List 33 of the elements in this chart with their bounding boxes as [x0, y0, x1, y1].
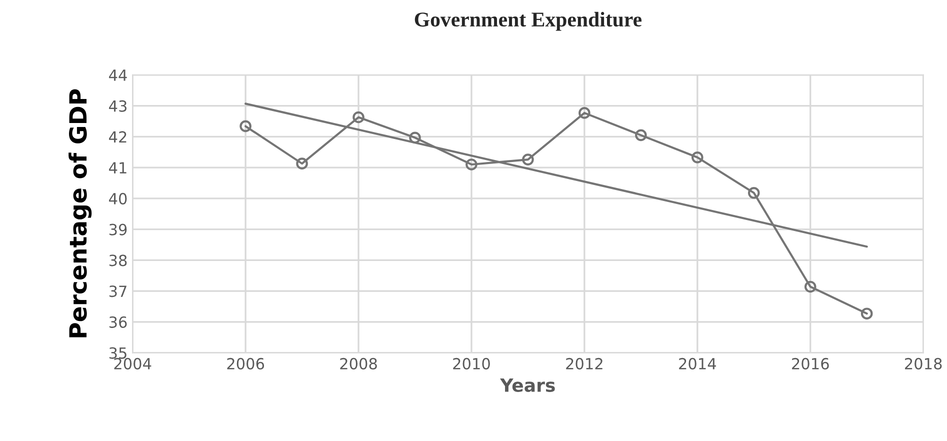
point	[691, 151, 704, 164]
y-tick-label: 41	[109, 162, 126, 174]
y-axis-title: Percentage of GDP	[68, 89, 92, 338]
x-tick-label: 2016	[792, 358, 829, 370]
y-tick-label: 38	[109, 254, 127, 266]
x-tick-label: 2010	[453, 358, 490, 370]
x-tick-label: 2012	[566, 358, 602, 370]
y-tick-label: 39	[109, 224, 127, 236]
point	[578, 107, 590, 119]
x-tick-label: 2008	[340, 358, 377, 370]
point	[466, 158, 478, 170]
x-tick-label: 2006	[227, 358, 264, 370]
point	[296, 158, 308, 170]
y-tick-label: 43	[109, 100, 126, 112]
y-tick-label: 40	[109, 192, 127, 204]
point	[804, 280, 816, 293]
point	[240, 120, 252, 132]
point	[352, 111, 364, 124]
y-tick-label: 37	[109, 286, 126, 298]
x-axis-title: Years	[500, 378, 555, 392]
point	[748, 186, 760, 199]
point	[522, 154, 534, 166]
point	[635, 129, 647, 142]
point	[409, 132, 421, 144]
chart-title: Government Expenditure	[414, 12, 642, 31]
y-tick-label: 42	[109, 131, 126, 143]
x-tick-label: 2018	[905, 358, 942, 370]
y-tick-label: 44	[109, 70, 127, 81]
y-tick-label: 36	[109, 316, 127, 328]
x-tick-label: 2014	[679, 358, 716, 370]
point	[860, 308, 873, 320]
x-tick-label: 2004	[114, 358, 152, 370]
y-tick-label: 35	[109, 347, 126, 359]
